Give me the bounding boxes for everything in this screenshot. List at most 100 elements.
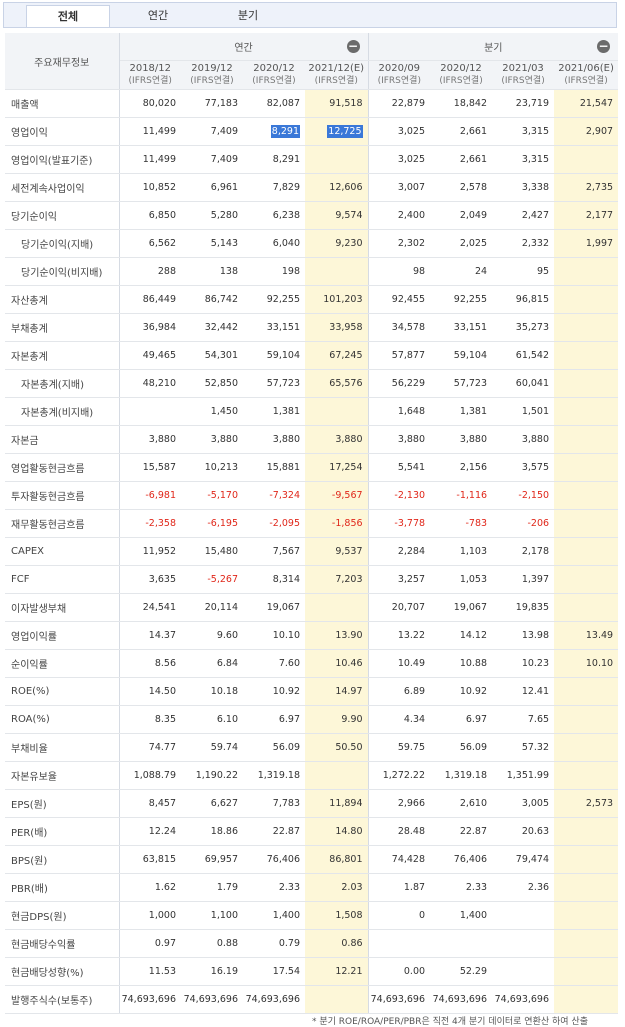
table-cell: 1,997 [554,229,619,258]
table-cell: 4.34 [368,705,431,734]
row-label: 현금배당수익률 [5,929,120,958]
table-cell: 20.63 [492,817,555,846]
column-basis: (IFRS연결) [501,76,545,86]
selected-cell-value[interactable]: 8,291 [270,125,300,138]
table-cell: 12.24 [119,817,181,846]
table-cell: 7,203 [305,565,369,594]
table-cell: 79,474 [492,845,555,874]
annual-collapse-icon[interactable]: − [346,39,360,53]
table-cell: 24 [430,257,493,286]
quarter-collapse-icon[interactable]: − [597,39,611,53]
table-row: 발행주식수(보통주) 74,693,696 74,693,696 74,693,696… [5,985,619,1014]
row-label: 자본총계 [5,341,120,370]
table-cell: 2,049 [430,201,493,230]
table-cell: 6,040 [243,229,305,258]
table-cell: 57,723 [430,369,493,398]
table-cell [554,901,619,930]
table-cell: -5,267 [181,565,243,594]
table-cell: 6.97 [243,705,305,734]
table-cell: 7,783 [243,789,305,818]
table-cell: 3,315 [492,145,555,174]
table-row: 현금DPS(원) 1,000 1,100 1,400 1,508 0 1,400 [5,901,619,930]
table-cell: 14.37 [119,621,181,650]
table-row: CAPEX 11,952 15,480 7,567 9,537 2,284 1,103 2,1… [5,537,619,566]
table-cell: 36,984 [119,313,181,342]
tab-annual[interactable]: 연간 [147,9,169,22]
table-cell: 7.65 [492,705,555,734]
row-label: CAPEX [5,537,120,566]
table-cell: 33,958 [305,313,369,342]
table-cell: 54,301 [181,341,243,370]
table-cell: 10.46 [305,649,369,678]
table-row: FCF 3,635 -5,267 8,314 7,203 3,257 1,053 1,397 [5,565,619,594]
table-cell [305,985,369,1014]
table-cell: 74,693,696 [243,985,305,1014]
table-row: 현금배당성향(%) 11.53 16.19 17.54 12.21 0.00 52.29 [5,957,619,986]
table-row: PBR(배) 1.62 1.79 2.33 2.03 1.87 2.33 2.36 [5,873,619,902]
table-cell: 16.19 [181,957,243,986]
table-cell [554,705,619,734]
table-row: ROE(%) 14.50 10.18 10.92 14.97 6.89 10.92 12.41 [5,677,619,706]
table-cell: 7,409 [181,145,243,174]
table-cell: -9,567 [305,481,369,510]
table-cell: 15,480 [181,537,243,566]
tab-quarter[interactable]: 분기 [237,9,259,22]
table-cell: 92,255 [430,285,493,314]
table-row: 부채비율 74.77 59.74 56.09 50.50 59.75 56.09 57.32 [5,733,619,762]
tab-all[interactable]: 전체 [26,5,110,27]
row-label: 자산총계 [5,285,120,314]
table-cell: 59,104 [430,341,493,370]
table-cell: 3,025 [368,145,431,174]
table-cell: 7,409 [181,117,243,146]
table-cell: 0.00 [368,957,431,986]
table-cell: 1,501 [492,397,555,426]
table-cell: 13.49 [554,621,619,650]
table-cell: 2,302 [368,229,431,258]
table-cell: 91,518 [305,89,369,118]
table-cell [554,481,619,510]
column-header: 2021/12(E) (IFRS연결) [305,60,369,90]
table-cell: 52,850 [181,369,243,398]
table-cell: -3,778 [368,509,431,538]
table-cell: 74,428 [368,845,431,874]
table-cell: 5,541 [368,453,431,482]
table-cell: 2,177 [554,201,619,230]
table-cell [554,257,619,286]
column-header: 2020/12 (IFRS연결) [430,60,493,90]
table-cell: 6,238 [243,201,305,230]
table-cell: 57,723 [243,369,305,398]
table-cell: 56.09 [430,733,493,762]
table-cell: -6,195 [181,509,243,538]
table-cell: 12.21 [305,957,369,986]
selected-cell-value[interactable]: 12,725 [327,125,363,138]
table-cell: 76,406 [430,845,493,874]
table-cell: 1,088.79 [119,761,181,790]
table-cell: 96,815 [492,285,555,314]
table-cell: 10.10 [554,649,619,678]
table-cell: 34,578 [368,313,431,342]
table-cell: 28.48 [368,817,431,846]
table-row: 이자발생부채 24,541 20,114 19,067 20,707 19,067 19,8… [5,593,619,622]
table-cell: 61,542 [492,341,555,370]
table-cell: 98 [368,257,431,286]
table-cell: 2,427 [492,201,555,230]
table-cell: 95 [492,257,555,286]
table-cell: 2,178 [492,537,555,566]
row-label: 매출액 [5,89,120,118]
table-row: 부채총계 36,984 32,442 33,151 33,958 34,578 33,151… [5,313,619,342]
table-row: 자본금 3,880 3,880 3,880 3,880 3,880 3,880 3,880 [5,425,619,454]
row-label: 발행주식수(보통주) [5,985,120,1014]
table-cell: 138 [181,257,243,286]
table-cell [554,145,619,174]
table-cell: 13.98 [492,621,555,650]
table-row: 당기순이익(지배) 6,562 5,143 6,040 9,230 2,302 2,025 2… [5,229,619,258]
table-cell: 2,400 [368,201,431,230]
table-cell: -206 [492,509,555,538]
table-cell: 0 [368,901,431,930]
table-cell: 56,229 [368,369,431,398]
table-cell [119,397,181,426]
table-cell: 2,284 [368,537,431,566]
table-cell: 20,707 [368,593,431,622]
row-label: 자본총계(지배) [5,369,120,398]
table-cell [554,453,619,482]
